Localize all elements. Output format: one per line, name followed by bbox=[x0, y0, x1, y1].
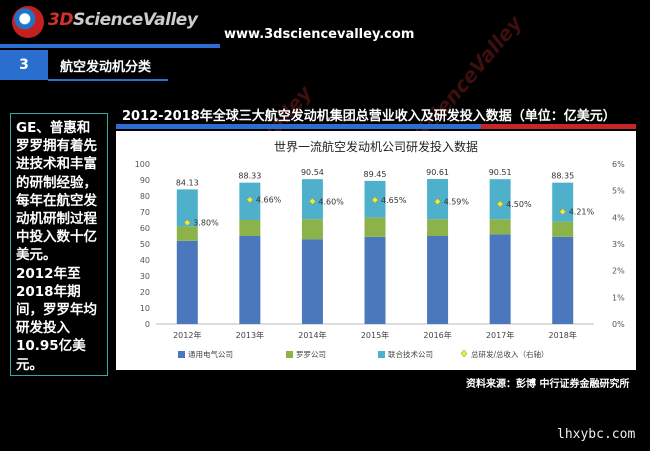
bar-segment bbox=[364, 236, 386, 324]
y-tick-label: 0 bbox=[145, 320, 150, 329]
heading-bar-blue bbox=[116, 124, 481, 129]
ratio-label: 4.65% bbox=[381, 196, 407, 205]
y2-tick-label: 4% bbox=[612, 213, 625, 222]
bar-segment bbox=[176, 189, 198, 227]
y-tick-label: 90 bbox=[140, 176, 150, 185]
site-tag: lhxybc.com bbox=[557, 427, 636, 442]
ratio-label: 4.21% bbox=[569, 208, 595, 217]
x-tick-label: 2013年 bbox=[236, 330, 264, 340]
bar-segment bbox=[427, 236, 449, 324]
bar-total-label: 88.35 bbox=[551, 172, 574, 181]
y2-tick-label: 0% bbox=[612, 320, 625, 329]
chart-heading: 2012-2018年全球三大航空发动机集团总营业收入及研发投入数据（单位：亿美元… bbox=[122, 109, 616, 124]
bar-segment bbox=[301, 219, 323, 240]
x-tick-label: 2018年 bbox=[549, 330, 577, 340]
legend-label: 罗罗公司 bbox=[296, 350, 326, 359]
bar-segment bbox=[489, 179, 511, 220]
bar-segment bbox=[239, 220, 261, 236]
legend-swatch bbox=[460, 349, 468, 358]
bar-total-label: 90.51 bbox=[489, 168, 512, 177]
chart-title: 世界一流航空发动机公司研发投入数据 bbox=[274, 139, 478, 154]
x-tick-label: 2016年 bbox=[423, 330, 451, 340]
y2-tick-label: 1% bbox=[612, 293, 625, 302]
bar-total-label: 84.13 bbox=[176, 178, 199, 187]
x-tick-label: 2017年 bbox=[486, 330, 514, 340]
side-paragraph: GE、普惠和罗罗拥有着先进技术和丰富的研制经验，每年在航空发动机研制过程中投入数… bbox=[16, 120, 97, 264]
source-note: 资料来源：彭博 中行证券金融研究所 bbox=[466, 379, 630, 390]
section-title: 航空发动机分类 bbox=[60, 60, 152, 75]
legend-swatch bbox=[378, 351, 385, 358]
chart-svg: 世界一流航空发动机公司研发投入数据 0 10 20 30 40 50 60 70 80 90 100… bbox=[135, 139, 625, 359]
bar-total-label: 89.45 bbox=[364, 170, 387, 179]
logo-icon bbox=[12, 6, 44, 38]
ratio-label: 4.59% bbox=[444, 198, 470, 207]
brand-part1: 3D bbox=[48, 10, 73, 30]
ratio-marker bbox=[246, 196, 254, 204]
bar-segment bbox=[364, 217, 386, 237]
bar-total-label: 88.33 bbox=[238, 172, 261, 181]
y-tick-label: 10 bbox=[140, 304, 150, 313]
bar-segment bbox=[552, 236, 574, 324]
logo: 3DScienceValley bbox=[8, 4, 198, 42]
legend-swatch bbox=[286, 351, 293, 358]
ratio-marker bbox=[183, 219, 191, 227]
bar-segment bbox=[301, 239, 323, 324]
y-tick-label: 60 bbox=[140, 224, 150, 233]
ratio-label: 4.66% bbox=[256, 196, 282, 205]
bar-segment bbox=[176, 226, 198, 241]
bar-total-label: 90.54 bbox=[301, 168, 324, 177]
bar-segment bbox=[489, 219, 511, 235]
chart-card: 世界一流航空发动机公司研发投入数据 0 10 20 30 40 50 60 70 80 90 100… bbox=[116, 131, 636, 370]
heading-bar-red bbox=[481, 124, 636, 129]
ratio-label: 4.50% bbox=[506, 200, 532, 209]
ratio-label: 3.80% bbox=[193, 219, 219, 228]
y-tick-label: 50 bbox=[140, 240, 150, 249]
y2-tick-label: 6% bbox=[612, 160, 625, 169]
y-tick-label: 80 bbox=[140, 192, 150, 201]
bar-total-label: 90.61 bbox=[426, 168, 449, 177]
legend-label: 通用电气公司 bbox=[188, 349, 233, 359]
brand-part2: ScienceValley bbox=[72, 10, 198, 30]
ratio-label: 4.60% bbox=[318, 197, 344, 206]
bar-segment bbox=[427, 219, 449, 236]
x-tick-label: 2015年 bbox=[361, 330, 389, 340]
bar-segment bbox=[552, 221, 574, 237]
section-number: 3 bbox=[0, 50, 48, 80]
section-rule bbox=[48, 79, 168, 81]
side-paragraph: 2012年至2018年期间，罗罗年均研发投入10.95亿美元。 bbox=[16, 265, 97, 373]
y-tick-label: 100 bbox=[135, 160, 150, 169]
y-tick-label: 70 bbox=[140, 208, 150, 217]
y-tick-label: 40 bbox=[140, 256, 150, 265]
y-tick-label: 30 bbox=[140, 272, 150, 281]
ratio-marker bbox=[496, 200, 504, 208]
side-text-box: GE、普惠和罗罗拥有着先进技术和丰富的研制经验，每年在航空发动机研制过程中投入数… bbox=[10, 113, 108, 376]
header-rule bbox=[0, 44, 220, 48]
ratio-marker bbox=[371, 196, 379, 204]
site-url: www.3dsciencevalley.com bbox=[224, 27, 415, 42]
legend-label: 联合技术公司 bbox=[388, 349, 433, 359]
ratio-marker bbox=[559, 208, 567, 216]
y-tick-label: 20 bbox=[140, 288, 150, 297]
y2-tick-label: 3% bbox=[612, 240, 625, 249]
bar-segment bbox=[552, 182, 574, 222]
legend-label: 总研发/总收入（右轴） bbox=[471, 349, 549, 359]
bar-segment bbox=[489, 234, 511, 324]
bar-segment bbox=[176, 240, 198, 324]
legend-swatch bbox=[178, 351, 185, 358]
y2-tick-label: 2% bbox=[612, 267, 625, 276]
bar-segment bbox=[239, 236, 261, 324]
ratio-marker bbox=[434, 198, 442, 206]
ratio-marker bbox=[308, 197, 316, 205]
y2-tick-label: 5% bbox=[612, 187, 625, 196]
x-tick-label: 2012年 bbox=[173, 330, 201, 340]
x-tick-label: 2014年 bbox=[298, 330, 326, 340]
